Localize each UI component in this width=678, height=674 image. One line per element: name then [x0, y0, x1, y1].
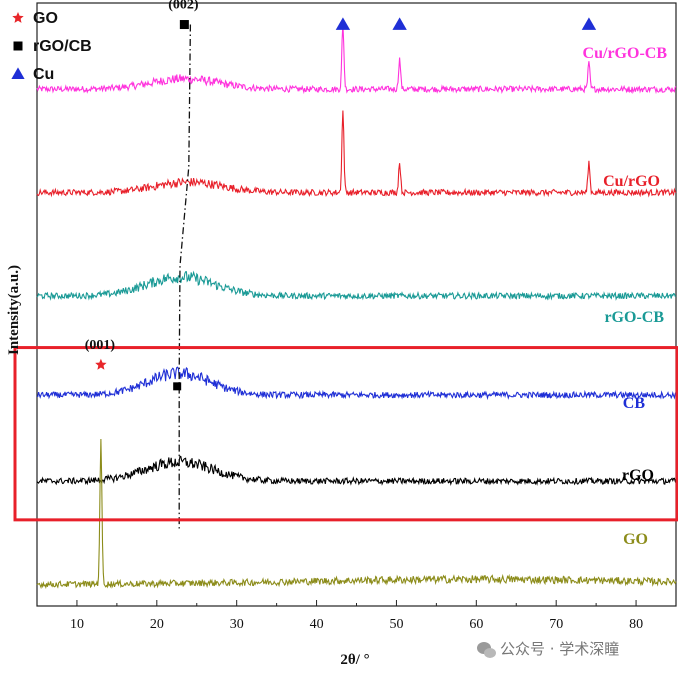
x-tick-label: 20	[150, 617, 164, 632]
series-line-cu-rgo	[36, 110, 677, 198]
series-layer	[36, 23, 677, 590]
watermark: 公众号 · 学术深瞳	[477, 640, 619, 658]
x-tick-label: 60	[469, 617, 483, 632]
series-label: CB	[623, 395, 646, 412]
highlight-box	[13, 346, 678, 522]
x-tick-label: 30	[230, 617, 244, 632]
series-label: Cu/rGO	[603, 173, 660, 190]
y-axis-title: Intensity(a.u.)	[6, 265, 22, 355]
x-tick-label: 40	[310, 617, 324, 632]
series-label: GO	[623, 531, 648, 548]
peak-label: (002)	[168, 0, 199, 13]
legend: GO rGO/CB Cu	[33, 10, 92, 83]
wechat-icon	[477, 642, 496, 658]
cu-peak-marker	[581, 17, 597, 30]
series-line-go	[36, 438, 677, 590]
x-axis-title: 2θ/ °	[340, 652, 369, 668]
x-tick-label: 10	[70, 617, 84, 632]
legend-label: GO	[33, 10, 58, 27]
x-tick-label: 80	[629, 617, 643, 632]
legend-triangle-icon	[11, 67, 25, 79]
legend-square-icon	[13, 41, 23, 51]
plot-frame	[36, 2, 677, 607]
peak-label: (001)	[85, 338, 116, 353]
series-line-cu-rgo-cb	[36, 23, 677, 95]
x-axis: 10 20 30 40 50 60 70 80	[36, 600, 677, 632]
cu-peak-marker	[335, 17, 351, 30]
series-line-rgo	[36, 455, 677, 486]
x-tick-label: 70	[549, 617, 563, 632]
series-label: rGO	[622, 467, 654, 484]
legend-star-icon	[12, 12, 24, 23]
cu-peak-marker	[392, 17, 407, 30]
series-line-rgo-cb	[36, 270, 677, 301]
watermark-text: 公众号 · 学术深瞳	[500, 640, 619, 658]
x-tick-label: 50	[389, 617, 403, 632]
rgo-cb-peak-marker	[173, 382, 182, 391]
plot-border	[36, 2, 677, 607]
go-peak-marker	[95, 358, 107, 370]
legend-label: Cu	[33, 66, 54, 83]
marker-layer	[11, 12, 678, 522]
series-label: rGO-CB	[604, 309, 664, 326]
rgo-cb-peak-marker	[179, 20, 189, 30]
label-layer: Cu/rGO-CB Cu/rGO rGO-CB CB rGO GO (002) (001)	[85, 0, 668, 548]
legend-label: rGO/CB	[33, 38, 92, 55]
series-label: Cu/rGO-CB	[583, 45, 668, 62]
series-line-cb	[36, 366, 677, 401]
